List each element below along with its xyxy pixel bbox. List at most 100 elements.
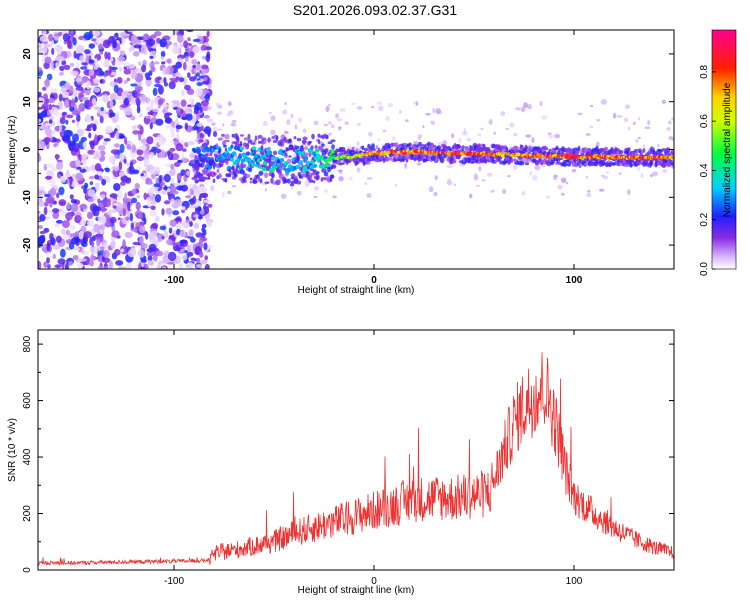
spectrogram-noise-speck (144, 158, 150, 166)
spectrogram-noise-speck (138, 132, 142, 141)
spectrogram-noise-speck (157, 98, 164, 106)
spectrogram-noise-speck (136, 148, 144, 156)
spectrogram-signal-halo (249, 180, 253, 184)
spectrogram-signal-halo (272, 139, 278, 144)
spectrogram-noise-speck (64, 262, 69, 269)
spectrogram-noise-speck (147, 111, 155, 116)
spectrogram-noise-speck (117, 217, 121, 221)
spectrogram-noise-speck (140, 173, 144, 177)
spectrogram-noise-speck (185, 113, 193, 121)
spectrogram-noise-speck (140, 138, 148, 144)
spectrogram-signal-halo (325, 134, 329, 140)
spectrogram-noise-speck (127, 249, 136, 258)
spectrogram-noise-speck (382, 129, 387, 133)
spectrogram-noise-speck (147, 260, 155, 266)
spectrogram-noise-speck (560, 177, 567, 183)
spectrogram-noise-speck (115, 112, 120, 122)
spectrogram-noise-speck (89, 123, 95, 128)
spectrogram-signal-halo (307, 174, 313, 180)
spectrogram-noise-speck (198, 195, 202, 202)
spectrogram-noise-speck (102, 94, 109, 103)
spectrogram-noise-speck (432, 107, 436, 114)
spectrogram-signal-halo (224, 139, 230, 143)
spectrogram-noise-speck (70, 233, 79, 238)
spectrogram-noise-speck (75, 75, 82, 79)
spectrogram-noise-speck (149, 210, 158, 217)
spectrogram-noise-speck (100, 194, 106, 199)
spectrogram-noise-speck (490, 189, 495, 193)
spectrogram-signal-halo (239, 141, 243, 146)
spectrogram-signal-halo (661, 162, 667, 167)
spectrogram-noise-speck (64, 99, 70, 109)
spectrogram-noise-speck (57, 258, 66, 265)
spectrogram-signal-halo (199, 162, 205, 168)
spectrogram-noise-speck (117, 190, 123, 200)
spectrogram-noise-speck (38, 234, 45, 244)
spectrogram-noise-speck (110, 240, 116, 250)
spectrogram-noise-speck (69, 194, 74, 200)
spectrogram-noise-speck (222, 123, 225, 127)
spectrogram-signal-halo (259, 178, 263, 184)
spectrogram-noise-speck (174, 217, 181, 222)
spectrogram-noise-speck (92, 30, 101, 37)
spectrogram-noise-speck (638, 117, 641, 121)
spectrogram-noise-speck (206, 118, 213, 123)
spectrogram-signal-core (250, 162, 256, 167)
spectrogram-signal-halo (619, 150, 623, 155)
spectrogram-noise-speck (104, 51, 108, 60)
spectrogram-noise-speck (68, 261, 73, 266)
spectrogram-signal-halo (218, 137, 224, 141)
spectrogram-signal-halo (322, 177, 328, 181)
spectrogram-signal-halo (209, 152, 213, 157)
spectrogram-noise-speck (88, 43, 96, 49)
spectrogram-noise-speck (196, 257, 201, 263)
snr-y-axis-label: SNR (10 * v/v) (7, 418, 18, 482)
spectrogram-signal-halo (288, 138, 292, 144)
spectrogram-noise-speck (179, 43, 183, 48)
spectrogram-noise-speck (48, 119, 53, 124)
spectrogram-noise-speck (58, 124, 63, 132)
spectrogram-noise-speck (167, 58, 172, 64)
spectrogram-noise-speck (590, 105, 594, 108)
spectrogram-x-axis-label: Height of straight line (km) (298, 285, 415, 296)
spectrogram-noise-speck (124, 136, 128, 145)
spectrogram-noise-speck (632, 121, 636, 125)
spectrogram-signal-halo (284, 152, 288, 157)
spectrogram-noise-speck (93, 208, 100, 217)
spectrogram-signal-core (295, 164, 301, 169)
spectrogram-noise-speck (204, 93, 210, 102)
spectrogram-noise-speck (58, 199, 67, 207)
spectrogram-noise-speck (119, 135, 125, 139)
spectrogram-noise-speck (613, 112, 617, 119)
spectrogram-signal-halo (263, 139, 267, 145)
spectrogram-noise-speck (91, 97, 97, 106)
spectrogram-signal-halo (267, 146, 271, 151)
spectrogram-noise-speck (38, 140, 43, 148)
spectrogram-noise-speck (43, 206, 48, 216)
spectrogram-noise-speck (53, 108, 59, 117)
spectrogram-signal-halo (317, 139, 321, 144)
spectrogram-noise-speck (84, 182, 89, 189)
spectrogram-noise-speck (185, 219, 191, 223)
spectrogram-noise-speck (195, 232, 204, 238)
spectrogram-signal-halo (230, 144, 234, 149)
spectrogram-noise-speck (146, 97, 150, 105)
spectrogram-signal-halo (258, 170, 264, 176)
spectrogram-noise-speck (145, 181, 154, 185)
spectrogram-noise-speck (38, 44, 43, 49)
spectrogram-noise-speck (204, 263, 210, 269)
spectrogram-noise-speck (284, 102, 287, 106)
spectrogram-noise-speck (477, 133, 482, 137)
spectrogram-noise-speck (189, 204, 196, 209)
spectrogram-noise-speck (177, 34, 184, 43)
spectrogram-noise-speck (125, 216, 130, 221)
spectrogram-noise-speck (71, 119, 76, 124)
spectrogram-noise-speck (185, 195, 192, 199)
spectrogram-signal-halo (272, 150, 278, 156)
spectrogram-noise-speck (138, 225, 146, 234)
spectrogram-noise-speck (51, 47, 55, 56)
spectrogram-noise-speck (416, 162, 422, 166)
spectrogram-signal-core (312, 163, 318, 168)
spectrogram-noise-speck (120, 248, 125, 253)
spectrogram-noise-speck (84, 116, 92, 123)
